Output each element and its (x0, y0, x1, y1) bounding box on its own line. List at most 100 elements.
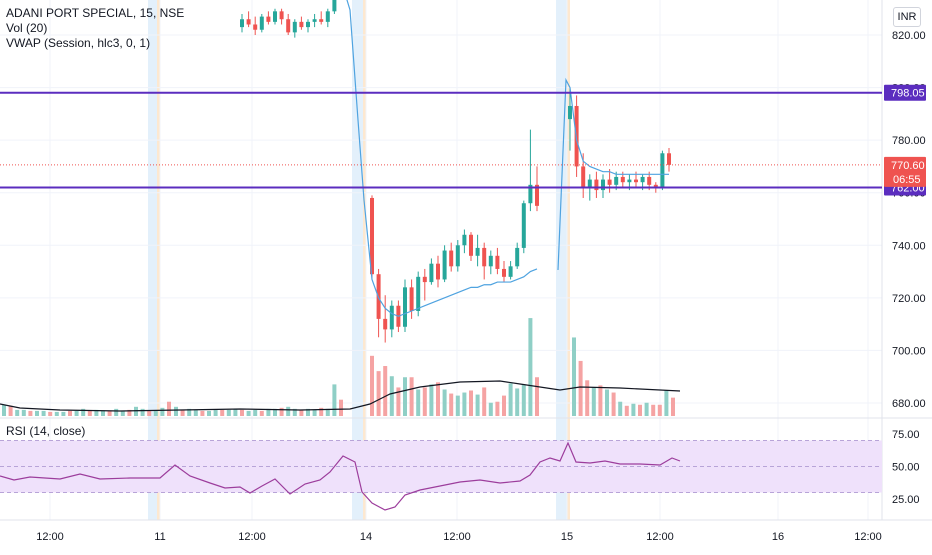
candle-body (383, 318, 388, 330)
volume-bar (127, 409, 132, 416)
volume-bar (193, 409, 198, 416)
candle-body (409, 287, 414, 311)
volume-bar (591, 387, 596, 416)
volume-bar (611, 392, 616, 416)
volume-bar (107, 410, 112, 416)
volume-bar (253, 409, 258, 416)
volume-bar (339, 399, 343, 416)
volume-bar (28, 410, 33, 416)
rsi-line (0, 441, 681, 511)
volume-indicator-label[interactable]: Vol (20) (6, 21, 48, 35)
vwap-line-session2 (557, 77, 669, 271)
volume-bar (429, 384, 434, 416)
candle-body (495, 255, 500, 269)
volume-bar (273, 408, 277, 416)
session-open-marker (157, 0, 160, 520)
candle-body (370, 197, 374, 275)
candle-body (535, 184, 539, 206)
volume-bar (462, 392, 467, 416)
volume-bar (521, 384, 526, 416)
candle-body (442, 250, 447, 280)
candle-body (436, 263, 440, 280)
candle-body (462, 234, 467, 246)
volume-bar (81, 408, 86, 416)
volume-bar (266, 408, 271, 416)
volume-bar (21, 409, 26, 416)
volume-bar (174, 406, 178, 416)
session-open-marker (363, 0, 366, 520)
volume-bar (376, 371, 381, 416)
time-tick-label: 16 (772, 531, 784, 543)
volume-bar (160, 407, 165, 416)
candle-body (502, 268, 506, 277)
session-open-marker (567, 0, 570, 520)
volume-bar (644, 402, 649, 416)
last-price-label: 770.60 (891, 160, 925, 172)
candle-body (667, 153, 671, 165)
volume-bar (233, 408, 238, 416)
vwap-indicator-label[interactable]: VWAP (Session, hlc3, 0, 1) (6, 36, 151, 50)
time-tick-label: 15 (561, 531, 573, 543)
currency-badge[interactable]: INR (893, 7, 921, 27)
volume-bar (624, 405, 629, 416)
candle-body (627, 179, 632, 183)
volume-bar (598, 385, 603, 416)
volume-bar (631, 403, 636, 416)
volume-bar (319, 407, 324, 416)
chart-legend: ADANI PORT SPECIAL, 15, NSE Vol (20) VWA… (6, 6, 184, 51)
volume-bar (94, 409, 99, 416)
volume-bar (657, 404, 662, 416)
volume-bar (488, 402, 493, 416)
candle-body (528, 184, 533, 204)
candle-body (449, 250, 454, 267)
time-tick-label: 14 (360, 531, 372, 543)
volume-bar (240, 409, 244, 416)
volume-bar (455, 395, 460, 416)
volume-bar (41, 410, 46, 416)
candle-body (521, 203, 526, 248)
candle-body (607, 179, 612, 185)
candle-body (319, 19, 324, 22)
candle-body (403, 287, 407, 327)
price-tick-label: 700.00 (892, 345, 926, 357)
volume-bar (475, 394, 480, 416)
volume-bar (585, 380, 590, 416)
candle-body (475, 247, 480, 256)
volume-bar (140, 408, 145, 416)
volume-bar (87, 410, 92, 416)
last-price-tag (884, 156, 926, 187)
rsi-tick-label: 75.00 (892, 429, 920, 441)
candle-body (660, 153, 665, 188)
candle-body (647, 176, 652, 185)
volume-bar (449, 393, 454, 416)
volume-bar (220, 409, 225, 416)
volume-bar (279, 407, 284, 416)
candle-body (601, 179, 605, 191)
volume-bar (292, 408, 297, 416)
vwap-line (346, 0, 538, 317)
volume-bar (101, 410, 105, 416)
volume-bar (200, 410, 205, 416)
volume-bar (153, 410, 158, 416)
candle-body (508, 266, 513, 277)
candle-body (620, 176, 625, 183)
candle-body (581, 166, 586, 188)
symbol-title[interactable]: ADANI PORT SPECIAL, 15, NSE (6, 6, 185, 20)
volume-bar (187, 408, 192, 416)
rsi-indicator-label[interactable]: RSI (14, close) (6, 424, 86, 438)
volume-bar (528, 318, 533, 416)
candle-body (594, 179, 599, 191)
volume-bar (495, 401, 500, 416)
volume-bar (134, 406, 138, 416)
candle-body (389, 305, 394, 330)
price-tick-label: 680.00 (892, 398, 926, 410)
volume-ma-line (0, 380, 681, 412)
candle-body (292, 21, 297, 33)
volume-bar (226, 409, 231, 416)
volume-bar (502, 395, 506, 416)
volume-bar (482, 387, 487, 416)
session-band (352, 0, 366, 520)
candle-body (587, 179, 592, 188)
